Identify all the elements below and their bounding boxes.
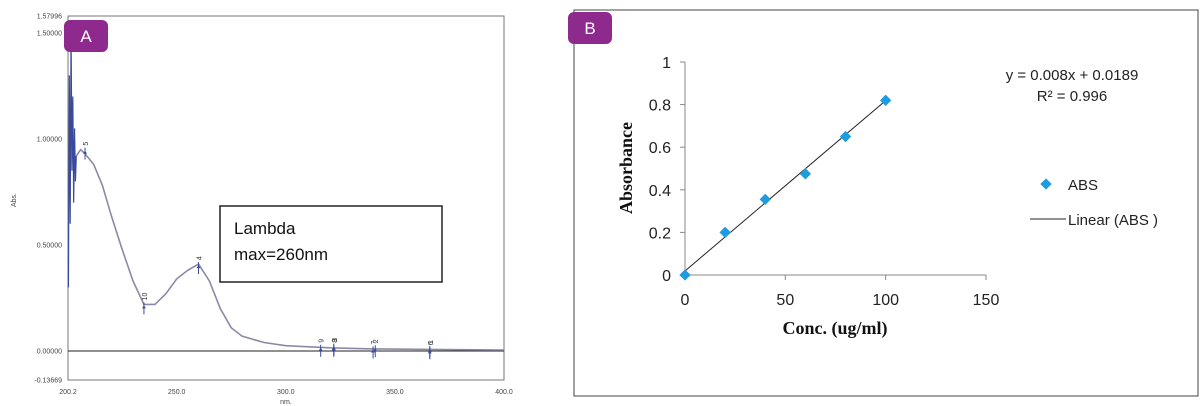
calibration-y-tick-label: 0.2	[649, 225, 671, 242]
lambda-annotation-line2: max=260nm	[234, 245, 328, 264]
spectrum-y-axis-label: Abs.	[11, 193, 18, 207]
calibration-point	[880, 94, 892, 106]
panel-b-calibration: 0 50 100 150 0 0.2 0.4 0.6 0.8 1 Conc. (ug/ml) Ab…	[560, 0, 1201, 406]
spectrum-peak-label: 4	[196, 256, 203, 260]
calibration-x-tick-label: 50	[776, 292, 794, 309]
calibration-y-tick-label: 0.8	[649, 98, 671, 115]
spectrum-peak-label: 9	[319, 339, 326, 343]
lambda-annotation-line1: Lambda	[234, 219, 296, 238]
spectrum-y-tick-label: 0.50000	[37, 242, 62, 249]
calibration-x-axis-title: Conc. (ug/ml)	[783, 318, 888, 339]
spectrum-peak-marker: 8	[331, 339, 339, 357]
spectrum-peak-label: 2	[373, 339, 380, 343]
panel-a-badge	[64, 20, 108, 52]
spectrum-peak-marker: 9	[318, 339, 326, 357]
spectrum-peak-label: 3	[332, 338, 339, 342]
legend-abs-marker	[1040, 178, 1052, 190]
spectrum-x-tick-label: 250.0	[168, 389, 186, 396]
spectrum-chart: 200.2 250.0 300.0 350.0 400.0 1.57996 1.50000 1…	[11, 14, 513, 406]
spectrum-peak-label: 10	[142, 292, 149, 300]
spectrum-peak-label: 8	[332, 339, 339, 343]
spectrum-peak-markers: 5 4 10 9 38 27 16	[83, 142, 435, 360]
calibration-legend: ABS Linear (ABS )	[1030, 177, 1158, 229]
calibration-point	[679, 269, 691, 281]
trendline-r-squared: R² = 0.996	[1037, 88, 1107, 105]
calibration-chart-frame	[573, 9, 1199, 397]
spectrum-peak-label: 1	[428, 340, 435, 344]
spectrum-noise-region	[67, 28, 77, 288]
spectrum-noise-trace	[67, 28, 77, 288]
calibration-chart: 0 50 100 150 0 0.2 0.4 0.6 0.8 1 Conc. (ug/ml) Ab…	[568, 9, 1199, 397]
trendline-equation: y = 0.008x + 0.0189	[1006, 67, 1139, 84]
spectrum-y-tick-label: 1.57996	[37, 14, 62, 21]
spectrum-peak-marker: 10	[141, 292, 149, 315]
spectrum-peak-label: 6	[428, 341, 435, 345]
spectrum-curve	[75, 148, 505, 351]
spectrum-x-tick-label: 400.0	[495, 389, 513, 396]
spectrum-peak-label: 5	[83, 142, 90, 146]
spectrum-peak-marker: 6	[427, 341, 435, 360]
calibration-point	[839, 130, 852, 143]
calibration-point	[719, 226, 731, 239]
spectrum-x-axis-label: nm.	[280, 399, 292, 406]
spectrum-x-tick-label: 200.2	[59, 389, 77, 396]
calibration-ticks: 0 50 100 150 0 0.2 0.4 0.6 0.8 1	[649, 55, 1000, 309]
spectrum-ticks: 200.2 250.0 300.0 350.0 400.0 1.57996 1.50000 1…	[34, 14, 512, 397]
calibration-point	[799, 168, 812, 180]
legend-linear-label: Linear (ABS )	[1068, 212, 1158, 229]
panel-a-badge-label: A	[80, 27, 92, 46]
spectrum-y-tick-label: -0.13669	[34, 378, 62, 385]
legend-abs-label: ABS	[1068, 177, 1098, 194]
spectrum-y-tick-label: 1.00000	[37, 136, 62, 143]
spectrum-x-tick-label: 350.0	[386, 389, 404, 396]
lambda-max-annotation-box	[219, 205, 443, 283]
calibration-y-tick-label: 0.4	[649, 183, 671, 200]
calibration-y-tick-label: 0.6	[649, 140, 671, 157]
calibration-point	[759, 193, 771, 206]
calibration-x-tick-label: 0	[681, 292, 690, 309]
calibration-y-tick-label: 0	[662, 268, 671, 285]
calibration-y-axis-title: Absorbance	[616, 122, 636, 214]
spectrum-peak-marker: 7	[371, 340, 378, 359]
calibration-y-tick-label: 1	[662, 55, 671, 72]
spectrum-peak-marker: 2	[373, 339, 380, 358]
calibration-x-tick-label: 150	[973, 292, 1000, 309]
spectrum-peak-marker: 5	[83, 142, 90, 160]
spectrum-peak-label: 7	[371, 340, 378, 344]
calibration-trendline	[684, 100, 886, 272]
spectrum-y-tick-label: 0.00000	[37, 349, 62, 356]
spectrum-peak-marker: 4	[196, 256, 203, 275]
spectrum-y-tick-label: 1.50000	[37, 30, 62, 37]
panel-a-spectrum: 200.2 250.0 300.0 350.0 400.0 1.57996 1.50000 1…	[0, 0, 560, 406]
spectrum-plot-frame	[67, 15, 505, 381]
panel-b-badge	[568, 12, 612, 44]
spectrum-x-tick-label: 300.0	[277, 389, 295, 396]
calibration-x-tick-label: 100	[872, 292, 899, 309]
panel-b-badge-label: B	[584, 19, 595, 38]
